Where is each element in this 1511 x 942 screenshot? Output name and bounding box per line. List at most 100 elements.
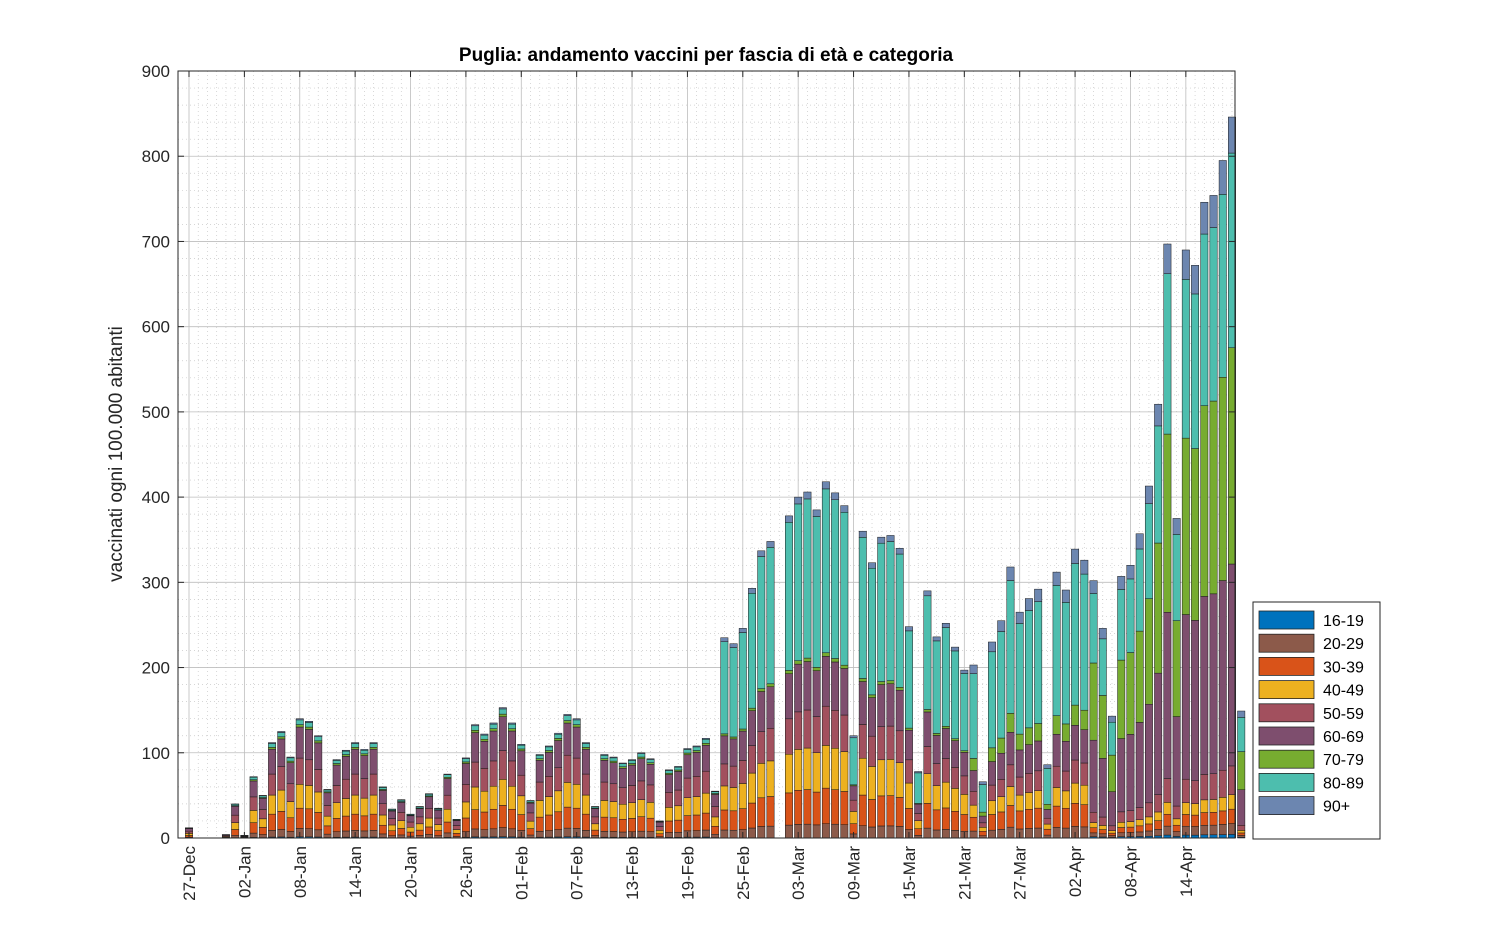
bar-segment-80-89 <box>258 795 267 798</box>
bar-segment-20-29 <box>1052 827 1061 839</box>
bar-segment-20-29 <box>748 827 756 839</box>
bar-segment-50-59 <box>323 805 332 817</box>
bar-segment-20-29 <box>868 826 876 839</box>
bar-segment-60-69 <box>757 691 766 732</box>
bar-segment-30-39 <box>794 790 803 825</box>
bar-segment-50-59 <box>628 785 636 803</box>
bar-segment-80-89 <box>674 766 683 771</box>
bar-segment-30-39 <box>286 817 295 832</box>
bar-segment-20-29 <box>997 829 1006 839</box>
bar-segment-30-39 <box>1061 807 1070 829</box>
bar-segment-70-79 <box>951 738 960 741</box>
bar-segment-20-29 <box>286 831 295 838</box>
bar-segment-90+ <box>785 515 793 523</box>
bar-segment-40-49 <box>646 802 655 819</box>
bar-segment-70-79 <box>600 758 609 761</box>
bar-segment-80-89 <box>581 743 590 748</box>
bar-segment-20-29 <box>1108 835 1116 838</box>
bar-segment-60-69 <box>951 740 960 768</box>
bar-segment-30-39 <box>840 791 849 825</box>
bar-segment-80-89 <box>1181 279 1190 439</box>
bar-segment-70-79 <box>858 678 867 682</box>
legend-swatch <box>1258 657 1315 676</box>
bar-segment-30-39 <box>895 797 904 827</box>
bar-segment-80-89 <box>1034 601 1043 724</box>
bar-segment-70-79 <box>988 747 996 762</box>
bar-segment-60-69 <box>249 780 258 798</box>
bar-segment-40-49 <box>406 827 415 833</box>
bar-segment-50-59 <box>701 770 710 794</box>
bar-segment-50-59 <box>914 813 923 821</box>
bar-segment-20-29 <box>609 831 618 838</box>
bar-segment-50-59 <box>655 826 664 831</box>
bar-segment-60-69 <box>517 750 526 776</box>
bar-segment-60-69 <box>498 716 507 751</box>
bar-segment-20-29 <box>341 830 350 838</box>
bar-segment-60-69 <box>471 732 480 763</box>
bar-segment-60-69 <box>480 741 489 769</box>
bar-segment-50-59 <box>572 757 581 785</box>
bar-segment-90+ <box>286 756 295 759</box>
bar-segment-90+ <box>1117 576 1126 590</box>
bar-segment-50-59 <box>305 759 313 786</box>
bar-segment-60-69 <box>997 753 1006 780</box>
bar-segment-40-49 <box>803 747 812 790</box>
bar-segment-30-39 <box>443 821 452 834</box>
bar-segment-80-89 <box>1052 585 1061 716</box>
bar-segment-20-29 <box>932 829 941 839</box>
bar-segment-70-79 <box>812 667 821 671</box>
bar-segment-80-89 <box>609 757 618 762</box>
bar-segment-20-29 <box>305 828 313 838</box>
bar-segment-60-69 <box>461 763 470 785</box>
bar-segment-60-69 <box>1200 596 1209 775</box>
bar-segment-40-49 <box>748 772 756 804</box>
bar-segment-30-39 <box>1135 825 1144 833</box>
x-tick-label: 21-Mar <box>955 846 974 900</box>
bar-segment-30-39 <box>923 803 932 829</box>
bar-segment-30-39 <box>757 797 766 827</box>
bar-segment-70-79 <box>683 752 692 756</box>
legend-swatch <box>1258 610 1315 630</box>
x-tick-label: 01-Feb <box>512 846 531 900</box>
bar-segment-80-89 <box>1061 602 1070 725</box>
bar-segment-80-89 <box>332 760 341 764</box>
bar-segment-60-69 <box>425 796 433 809</box>
bar-segment-40-49 <box>295 784 304 809</box>
bar-segment-80-89 <box>314 736 323 742</box>
bar-segment-30-39 <box>415 829 424 836</box>
bar-segment-50-59 <box>905 759 913 784</box>
bar-segment-90+ <box>812 509 821 517</box>
bar-segment-70-79 <box>840 664 849 669</box>
bar-segment-50-59 <box>692 776 701 797</box>
bar-segment-30-39 <box>969 816 978 832</box>
bar-segment-90+ <box>249 776 258 778</box>
bar-segment-70-79 <box>886 680 895 684</box>
bar-segment-30-39 <box>711 826 720 835</box>
bar-segment-60-69 <box>1117 738 1126 813</box>
bar-segment-40-49 <box>969 804 978 818</box>
bar-segment-90+ <box>1181 249 1190 280</box>
chart-title: Puglia: andamento vaccini per fascia di … <box>459 45 954 66</box>
bar-segment-50-59 <box>1135 807 1144 821</box>
bar-segment-50-59 <box>249 796 258 811</box>
bar-segment-30-39 <box>425 826 433 835</box>
bar-segment-60-69 <box>803 661 812 711</box>
bar-segment-70-79 <box>545 750 553 753</box>
bar-segment-30-39 <box>517 814 526 831</box>
bar-segment-60-69 <box>618 768 627 788</box>
bar-segment-70-79 <box>508 728 516 732</box>
bar-segment-60-69 <box>1024 744 1033 774</box>
bar-segment-70-79 <box>1098 695 1107 759</box>
bar-segment-80-89 <box>1024 610 1033 729</box>
y-axis-label: vaccinati ogni 100.000 abitanti <box>106 326 127 582</box>
bar-segment-80-89 <box>1006 580 1015 714</box>
bar-segment-30-39 <box>1181 814 1190 827</box>
bar-segment-30-39 <box>803 789 812 825</box>
bar-segment-60-69 <box>1163 612 1172 779</box>
bar-segment-80-89 <box>646 759 655 763</box>
bar-segment-70-79 <box>877 681 886 685</box>
bar-segment-20-29 <box>268 830 277 838</box>
bar-segment-40-49 <box>1172 818 1181 826</box>
bar-segment-90+ <box>729 643 738 648</box>
